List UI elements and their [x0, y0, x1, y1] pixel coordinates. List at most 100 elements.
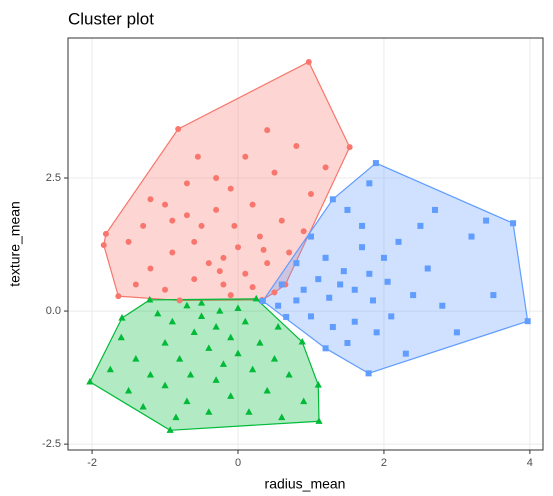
point: [216, 268, 223, 275]
y-tick-label: 0.0: [46, 305, 61, 317]
point: [132, 354, 140, 362]
point: [283, 313, 290, 320]
point: [231, 222, 238, 229]
point: [300, 228, 307, 235]
point: [161, 339, 169, 346]
point: [176, 297, 183, 304]
point: [264, 260, 271, 267]
x-tick-label: -2: [87, 457, 97, 469]
point: [373, 329, 380, 336]
point: [300, 286, 307, 293]
point: [146, 370, 155, 378]
point: [307, 313, 314, 320]
point: [366, 270, 373, 277]
point: [117, 333, 125, 341]
point: [424, 265, 431, 272]
point: [270, 354, 279, 362]
point: [169, 249, 176, 256]
point: [260, 246, 267, 253]
point: [322, 345, 329, 352]
point: [417, 222, 424, 229]
point: [344, 206, 351, 213]
point: [183, 301, 191, 309]
point: [307, 190, 314, 197]
point: [219, 360, 228, 367]
point: [524, 318, 531, 325]
point: [190, 328, 198, 335]
point: [410, 292, 417, 299]
point: [242, 153, 249, 160]
point: [106, 365, 114, 373]
y-axis-title: texture_mean: [7, 201, 23, 287]
point: [365, 370, 372, 377]
point: [234, 304, 242, 312]
point: [322, 254, 329, 261]
point: [154, 309, 162, 317]
point: [298, 337, 306, 345]
point: [300, 397, 308, 405]
point: [483, 217, 490, 224]
point: [286, 249, 293, 256]
point: [205, 260, 212, 267]
point: [351, 286, 358, 293]
point: [293, 260, 300, 267]
point: [139, 402, 147, 410]
point: [102, 230, 109, 237]
point: [271, 289, 278, 296]
point: [293, 297, 300, 304]
point: [125, 238, 132, 245]
point: [124, 386, 133, 394]
x-axis-title: radius_mean: [265, 476, 346, 492]
point: [372, 160, 379, 167]
point: [168, 317, 176, 325]
point: [183, 180, 190, 187]
plot-border: [67, 37, 544, 451]
point: [147, 265, 154, 272]
point: [314, 381, 322, 388]
point: [197, 299, 206, 306]
point: [161, 381, 169, 389]
point: [305, 58, 312, 65]
point: [315, 276, 322, 283]
point: [147, 196, 154, 203]
x-tick-label: 0: [235, 457, 241, 469]
point: [453, 329, 460, 336]
point: [369, 297, 376, 304]
cluster-hull: [261, 162, 529, 375]
point: [242, 270, 249, 277]
point: [191, 238, 198, 245]
y-tick-label: 2.5: [46, 172, 61, 184]
point: [194, 153, 201, 160]
point: [227, 392, 235, 399]
point: [197, 312, 206, 319]
point: [166, 426, 174, 433]
point: [115, 293, 122, 300]
point: [212, 376, 220, 383]
point: [100, 242, 107, 249]
point: [252, 294, 260, 302]
point: [213, 174, 220, 181]
point: [278, 281, 285, 288]
point: [216, 307, 224, 314]
point: [86, 377, 94, 385]
point: [271, 169, 278, 176]
point: [245, 408, 253, 415]
point: [186, 370, 195, 378]
point: [132, 281, 139, 288]
point: [205, 344, 213, 351]
point: [322, 164, 329, 171]
point: [234, 349, 242, 357]
point: [183, 212, 190, 219]
point: [337, 281, 344, 288]
point: [259, 297, 266, 304]
point: [395, 238, 402, 245]
point: [198, 222, 205, 229]
point: [366, 180, 373, 187]
point: [490, 292, 497, 299]
point: [359, 244, 366, 251]
point: [256, 339, 264, 346]
point: [380, 254, 387, 261]
point: [326, 294, 333, 301]
point: [329, 324, 336, 331]
point: [235, 244, 242, 251]
